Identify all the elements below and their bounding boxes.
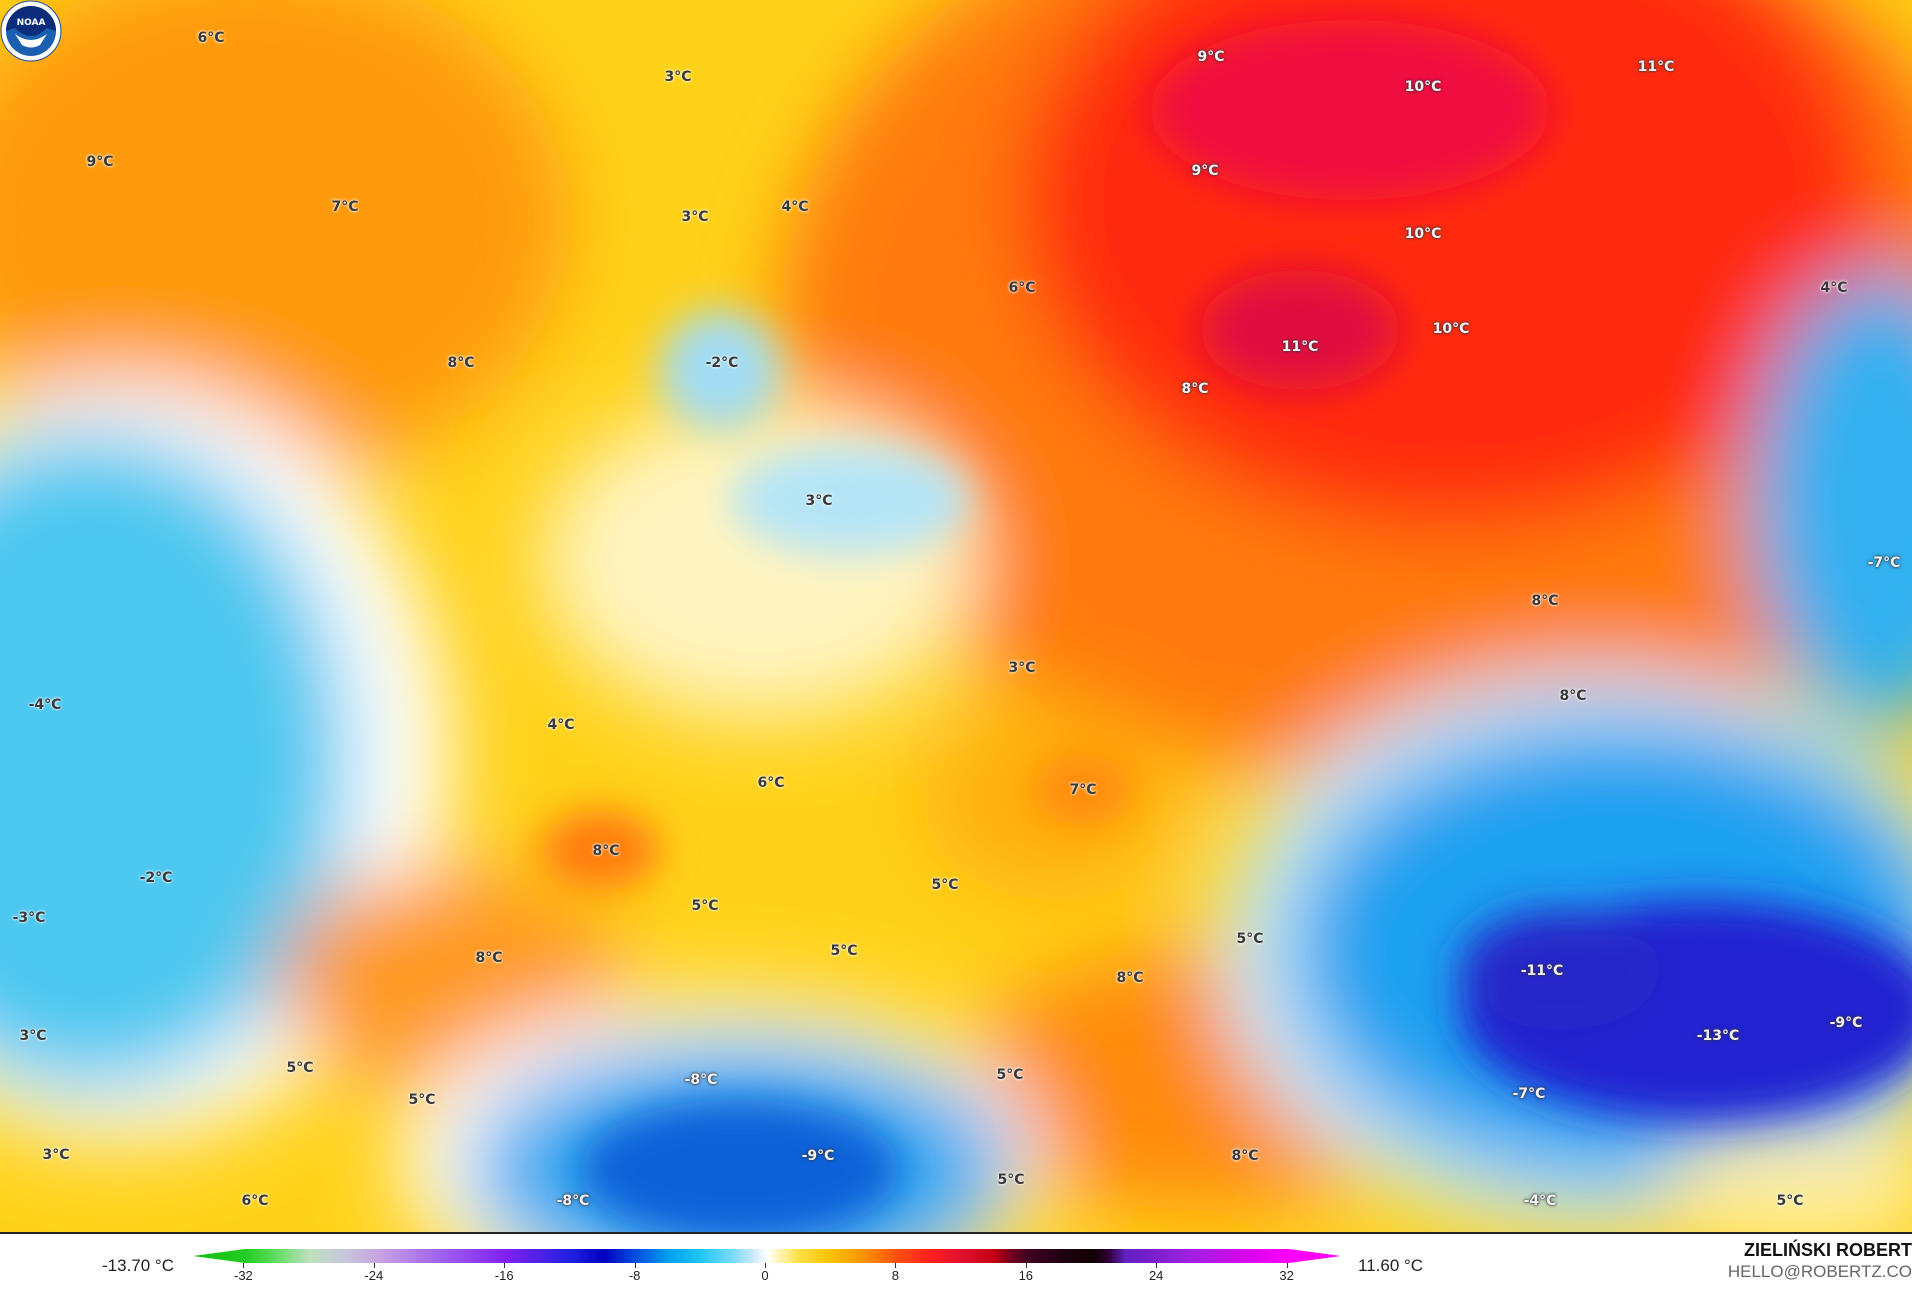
temperature-label: 7°C <box>1069 782 1097 798</box>
temperature-label: 5°C <box>830 943 858 959</box>
temperature-label: 3°C <box>681 209 709 225</box>
temperature-label: 7°C <box>331 199 359 215</box>
temperature-label: -7°C <box>1867 555 1901 571</box>
temperature-label: 5°C <box>691 898 719 914</box>
legend-tick-label: -32 <box>233 1268 253 1283</box>
temperature-label: 8°C <box>1231 1148 1259 1164</box>
color-legend: -13.70 °C -32 -24 -16 -8 0 8 16 24 32 11.60 °C Z… <box>0 1232 1912 1289</box>
temperature-label: 8°C <box>1181 381 1209 397</box>
legend-tick-label: 16 <box>1018 1268 1034 1283</box>
temperature-label: 6°C <box>757 775 785 791</box>
temperature-label: 11°C <box>1281 339 1319 355</box>
temperature-label: 8°C <box>1116 970 1144 986</box>
temperature-label: 3°C <box>664 69 692 85</box>
temperature-label: 9°C <box>1191 163 1219 179</box>
temperature-label: 6°C <box>241 1193 269 1209</box>
temperature-label: -4°C <box>1523 1193 1557 1209</box>
legend-tick-label: 24 <box>1148 1268 1164 1283</box>
temperature-label: 6°C <box>1008 280 1036 296</box>
legend-tick <box>373 1263 375 1268</box>
temperature-label: 5°C <box>1776 1193 1804 1209</box>
legend-tick <box>1286 1263 1288 1268</box>
legend-tick <box>895 1263 897 1268</box>
legend-tick-label: 0 <box>761 1268 769 1283</box>
temperature-label: 10°C <box>1404 79 1442 95</box>
temperature-label: 10°C <box>1404 226 1442 242</box>
temperature-label: 8°C <box>1559 688 1587 704</box>
temperature-label: 5°C <box>996 1067 1024 1083</box>
temperature-label: 4°C <box>781 199 809 215</box>
temperature-label: -2°C <box>705 355 739 371</box>
temperature-label: 3°C <box>42 1147 70 1163</box>
temperature-field <box>0 0 1912 1232</box>
legend-max-value: 11.60 °C <box>1358 1256 1424 1275</box>
legend-tick-label: -16 <box>494 1268 514 1283</box>
temperature-label: -9°C <box>1829 1015 1863 1031</box>
temperature-label: 8°C <box>447 355 475 371</box>
temperature-label: 3°C <box>805 493 833 509</box>
temperature-label: 4°C <box>547 717 575 733</box>
temperature-label: 5°C <box>408 1092 436 1108</box>
temperature-label: -8°C <box>684 1072 718 1088</box>
legend-tick <box>765 1263 766 1268</box>
temperature-label: 8°C <box>475 950 503 966</box>
temperature-label: -7°C <box>1512 1086 1546 1102</box>
temperature-label: 4°C <box>1820 280 1848 296</box>
temperature-label: 5°C <box>997 1172 1025 1188</box>
temperature-label: -3°C <box>12 910 46 926</box>
temperature-label: 5°C <box>286 1060 314 1076</box>
temperature-label: 8°C <box>1531 593 1559 609</box>
temperature-label: 9°C <box>86 154 114 170</box>
author-credit: ZIELIŃSKI ROBERT <box>1743 1240 1912 1260</box>
temperature-label: -11°C <box>1520 963 1564 979</box>
legend-tick-label: -8 <box>628 1268 641 1283</box>
temperature-label: -4°C <box>28 697 62 713</box>
temperature-label: 3°C <box>19 1028 47 1044</box>
temperature-label: 9°C <box>1197 49 1225 65</box>
color-bar <box>193 1249 1341 1263</box>
legend-tick-label: -24 <box>364 1268 384 1283</box>
legend-tick <box>243 1263 245 1268</box>
legend-tick <box>1156 1263 1158 1268</box>
temperature-label: -8°C <box>556 1193 590 1209</box>
legend-tick <box>504 1263 506 1268</box>
legend-tick <box>634 1263 636 1268</box>
temperature-label: 8°C <box>592 843 620 859</box>
temperature-label: 6°C <box>197 30 225 46</box>
temperature-label: 3°C <box>1008 660 1036 676</box>
noaa-logo: NOAA <box>0 0 62 62</box>
temperature-map: 6°C 3°C 9°C 7°C 3°C 4°C 8°C -2°C 9°C 10°C 11°C 9°C 1… <box>0 0 1912 1232</box>
temperature-label: -13°C <box>1696 1028 1740 1044</box>
temperature-label: 11°C <box>1637 59 1675 75</box>
noaa-logo-text: NOAA <box>17 18 46 28</box>
temperature-label: -9°C <box>801 1148 835 1164</box>
legend-min-value: -13.70 °C <box>102 1256 175 1275</box>
legend-tick-label: 8 <box>891 1268 900 1283</box>
legend-tick-label: 32 <box>1279 1268 1294 1283</box>
temperature-label: -2°C <box>139 870 173 886</box>
legend-tick <box>1025 1263 1027 1268</box>
author-email: HELLO@ROBERTZ.CO <box>1727 1262 1912 1281</box>
temperature-label: 10°C <box>1432 321 1470 337</box>
temperature-label: 5°C <box>931 877 959 893</box>
temperature-label: 5°C <box>1236 931 1264 947</box>
